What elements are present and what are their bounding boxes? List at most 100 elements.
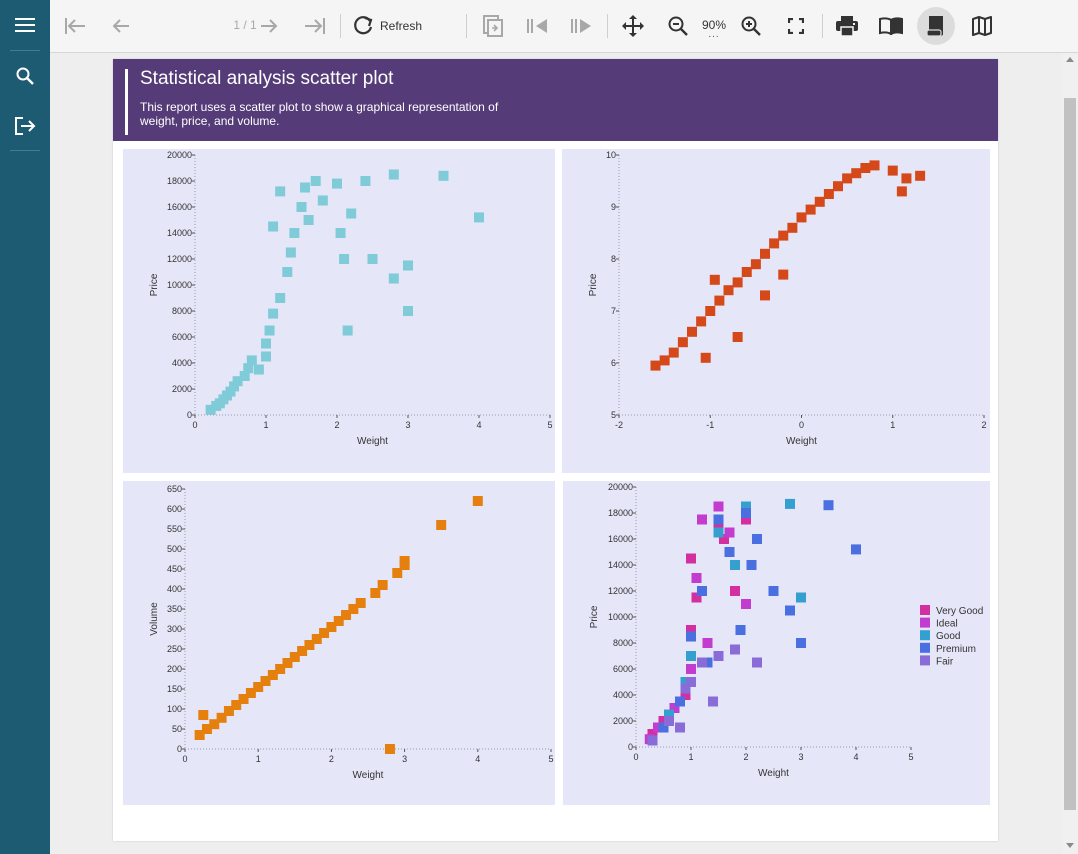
data-point [275, 186, 286, 197]
data-point [746, 560, 757, 570]
data-point [675, 696, 685, 707]
menu-icon [15, 18, 35, 32]
y-tick-label: 18000 [608, 508, 633, 518]
scroll-up-arrow[interactable] [1066, 57, 1074, 62]
previous-page-icon [112, 19, 129, 33]
next-button[interactable] [566, 7, 596, 45]
scroll-view-button[interactable] [917, 7, 955, 45]
y-tick-label: 550 [167, 524, 182, 534]
x-tick-label: 4 [476, 420, 481, 430]
y-tick-label: 20000 [167, 150, 192, 160]
y-tick-label: 200 [167, 664, 182, 674]
data-point [702, 657, 713, 668]
y-tick-label: 300 [167, 624, 182, 634]
book-view-button[interactable] [876, 7, 906, 45]
last-page-button[interactable] [300, 7, 330, 45]
exit-icon [15, 117, 36, 135]
y-tick-label: 8000 [172, 306, 192, 316]
data-point [741, 508, 751, 518]
data-point [392, 568, 403, 578]
y-tick-label: 400 [167, 584, 182, 594]
data-point [253, 682, 264, 692]
x-tick-label: -2 [615, 420, 623, 430]
data-point [796, 592, 806, 603]
data-point [724, 527, 735, 538]
y-tick-label: 14000 [167, 228, 192, 238]
data-point [741, 501, 751, 512]
y-tick-label: 600 [167, 504, 182, 514]
data-point [282, 267, 293, 277]
data-point [339, 254, 350, 264]
data-point [239, 371, 250, 381]
next-page-icon [261, 19, 278, 33]
zoom-level[interactable]: 90% ... [700, 18, 728, 40]
y-tick-label: 2000 [613, 716, 633, 726]
x-tick-label: 3 [402, 754, 407, 764]
zoom-menu-dots[interactable]: ... [708, 29, 720, 40]
zoom-in-button[interactable] [736, 7, 766, 45]
data-point [778, 230, 789, 241]
data-point [474, 212, 484, 223]
y-axis-title: Price [149, 273, 160, 296]
toolbar: 1 / 1 Refresh 90% ... [50, 0, 1078, 53]
legend-swatch [920, 655, 930, 666]
zoom-out-button[interactable] [663, 7, 693, 45]
y-axis-title: Price [588, 273, 599, 296]
pan-button[interactable] [618, 7, 648, 45]
fullscreen-button[interactable] [781, 7, 811, 45]
x-axis-title: Weight [353, 770, 384, 781]
data-point [723, 285, 734, 296]
last-page-icon [305, 18, 325, 34]
first-page-button[interactable] [60, 7, 90, 45]
data-point [268, 308, 279, 319]
weight-price-scatter-plot: 0 1 2 3 4 5 0 2000 4000 6000 8000 10000 12000 14000 16… [149, 150, 553, 447]
data-point [851, 544, 861, 555]
parameters-button[interactable] [478, 7, 508, 45]
data-point [752, 534, 762, 544]
x-tick-label: 1 [263, 420, 268, 430]
data-point [823, 500, 834, 511]
data-point [686, 651, 696, 661]
data-point [769, 238, 780, 249]
print-button[interactable] [832, 7, 862, 45]
y-tick-label: 12000 [167, 254, 192, 264]
search-button[interactable] [0, 56, 50, 96]
weight-volume-scatter-plot: 0 1 2 3 4 50501001502002503003504004505005506… [149, 484, 554, 781]
data-point [691, 573, 702, 583]
y-tick-label: 150 [167, 684, 182, 694]
data-point [732, 277, 743, 288]
data-point [194, 730, 205, 740]
y-tick-label: 8 [611, 254, 616, 264]
data-point [223, 706, 234, 716]
data-point [647, 735, 658, 746]
data-point [285, 247, 296, 258]
data-point [724, 547, 735, 557]
map-view-button[interactable] [967, 7, 997, 45]
exit-button[interactable] [0, 106, 50, 146]
previous-button[interactable] [522, 7, 552, 45]
report-page: Statistical analysis scatter plot This r… [113, 59, 998, 841]
data-point [658, 716, 669, 726]
previous-page-button[interactable] [106, 7, 136, 45]
next-page-button[interactable] [254, 7, 284, 45]
data-point [209, 719, 220, 730]
data-point [282, 658, 293, 668]
data-point [680, 683, 691, 694]
data-point [668, 347, 679, 358]
y-tick-label: 16000 [608, 534, 633, 544]
y-tick-label: 0 [187, 410, 192, 420]
refresh-icon [354, 16, 373, 35]
data-point [669, 703, 680, 713]
scroll-down-arrow[interactable] [1066, 843, 1074, 848]
data-point [713, 514, 724, 525]
data-point [388, 273, 399, 284]
data-point [768, 586, 779, 596]
data-point [355, 598, 366, 608]
menu-button[interactable] [0, 5, 50, 45]
y-tick-label: 7 [611, 306, 616, 316]
vertical-scrollbar[interactable] [1062, 53, 1078, 854]
refresh-button[interactable]: Refresh [352, 7, 452, 45]
legend-entry: Fair [936, 656, 954, 667]
data-point [713, 521, 724, 531]
scrollbar-thumb[interactable] [1064, 98, 1076, 810]
